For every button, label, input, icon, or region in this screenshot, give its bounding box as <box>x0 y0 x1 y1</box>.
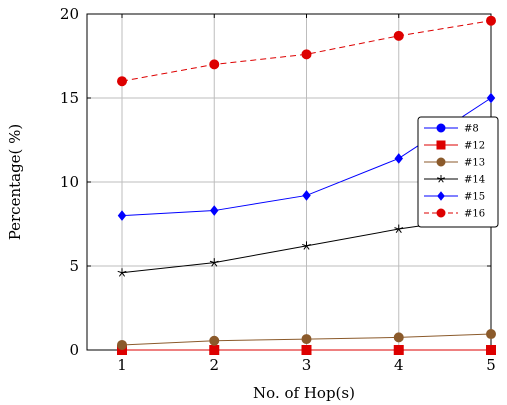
legend-item: #16 <box>424 208 485 220</box>
series-n12 <box>117 345 496 355</box>
legend-label: #8 <box>464 124 479 135</box>
star-stroke <box>437 177 442 180</box>
star-stroke <box>438 178 442 183</box>
data-point <box>117 268 127 277</box>
legend-item: #13 <box>424 157 485 169</box>
legend-label: #12 <box>464 141 485 152</box>
data-point <box>302 190 311 201</box>
series-line <box>121 20 492 82</box>
data-point <box>209 335 220 346</box>
chart-legend: #8 #12 #13 #14 #15 #16 <box>417 116 499 228</box>
star-stroke <box>398 228 402 233</box>
data-point <box>117 210 127 221</box>
x-tick-label: 3 <box>302 356 312 374</box>
data-point <box>301 334 312 345</box>
y-tick-label: 10 <box>60 173 79 191</box>
star-stroke <box>213 262 218 267</box>
legend-item: #8 <box>424 123 479 135</box>
data-point <box>209 59 220 70</box>
star-stroke <box>306 245 310 250</box>
data-point <box>394 224 404 233</box>
data-point <box>302 241 311 250</box>
data-point <box>486 92 496 104</box>
star-stroke <box>440 177 445 180</box>
star-stroke <box>121 270 127 274</box>
data-point <box>393 332 404 343</box>
star-stroke <box>306 243 311 247</box>
legend-label: #16 <box>464 209 485 220</box>
star-stroke <box>121 272 126 277</box>
star-stroke <box>118 272 123 277</box>
x-tick-label: 1 <box>117 356 127 374</box>
star-stroke <box>211 262 215 267</box>
data-point <box>394 153 403 164</box>
data-point <box>436 123 446 133</box>
star-stroke <box>395 228 400 233</box>
star-stroke <box>440 178 444 183</box>
legend-item: #14 <box>424 175 485 186</box>
star-stroke <box>209 260 215 264</box>
star-stroke <box>117 270 123 274</box>
series-n13 <box>117 329 496 350</box>
data-point <box>393 30 404 41</box>
data-point <box>486 329 496 340</box>
x-axis-label: No. of Hop(s) <box>253 384 355 402</box>
data-point <box>436 140 446 150</box>
star-stroke <box>398 227 404 230</box>
data-point <box>210 205 219 216</box>
y-tick-label: 5 <box>69 257 79 275</box>
star-stroke <box>214 260 219 264</box>
data-point <box>486 345 496 355</box>
series-group <box>117 15 496 355</box>
data-point <box>209 258 219 267</box>
y-tick-label: 20 <box>60 5 79 23</box>
star-stroke <box>394 227 399 230</box>
data-point <box>436 208 446 218</box>
x-tick-label: 4 <box>394 356 404 374</box>
y-tick-label: 0 <box>69 341 79 359</box>
data-point <box>436 157 446 167</box>
x-tick-label: 2 <box>209 356 219 374</box>
data-point <box>117 76 127 87</box>
data-point <box>209 345 220 355</box>
data-point <box>301 345 312 355</box>
data-point <box>301 49 312 60</box>
data-point <box>486 15 496 26</box>
y-axis-label: Percentage( %) <box>6 124 24 241</box>
data-point <box>437 191 445 201</box>
legend-item: #15 <box>424 191 485 203</box>
star-stroke <box>303 245 307 250</box>
data-point <box>393 345 404 355</box>
legend-box <box>417 116 499 228</box>
data-point <box>117 339 127 350</box>
legend-label: #14 <box>464 175 485 186</box>
legend-item: #12 <box>424 140 485 152</box>
series-n16 <box>117 15 496 87</box>
star-stroke <box>302 243 307 247</box>
y-tick-label: 15 <box>60 89 79 107</box>
data-point <box>437 175 445 183</box>
x-tick-label: 5 <box>486 356 496 374</box>
legend-label: #13 <box>464 158 485 169</box>
legend-label: #15 <box>464 192 485 203</box>
